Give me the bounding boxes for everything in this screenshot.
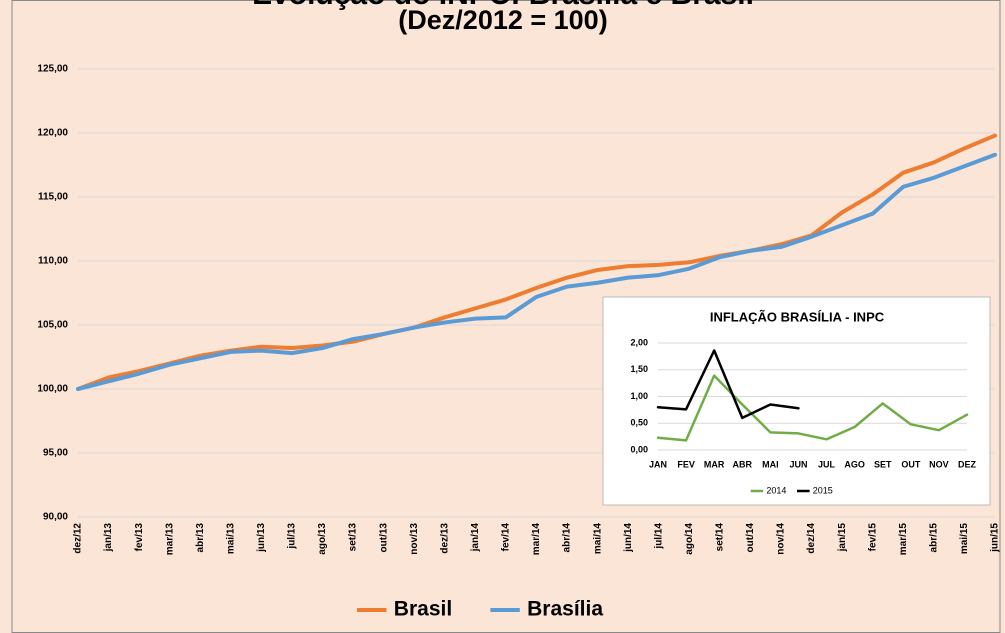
x-tick-label: set/14 bbox=[715, 523, 726, 552]
x-tick-label: jun/15 bbox=[990, 523, 1001, 553]
x-tick-label: mar/15 bbox=[898, 523, 909, 556]
y-tick-label: 120,00 bbox=[37, 128, 68, 139]
legend-label: 2015 bbox=[813, 485, 833, 495]
x-tick-label: jan/15 bbox=[837, 523, 848, 553]
x-tick-label: set/13 bbox=[348, 523, 359, 552]
legend-label: Brasília bbox=[527, 598, 603, 621]
data-line bbox=[76, 152, 997, 391]
x-tick-label: nov/14 bbox=[776, 523, 787, 555]
x-tick-label: ABR bbox=[733, 459, 753, 469]
x-tick-label: SET bbox=[874, 459, 892, 469]
x-tick-label: JUN bbox=[789, 459, 807, 469]
y-tick-label: 90,00 bbox=[43, 512, 68, 523]
x-tick-label: DEZ bbox=[958, 459, 977, 469]
x-tick-label: dez/14 bbox=[806, 523, 817, 554]
y-tick-label: 125,00 bbox=[37, 64, 68, 75]
x-tick-label: OUT bbox=[901, 459, 921, 469]
x-tick-label: abr/15 bbox=[929, 523, 940, 553]
x-tick-label: out/14 bbox=[745, 523, 756, 553]
x-tick-label: abr/14 bbox=[562, 523, 573, 553]
x-tick-label: fev/13 bbox=[134, 523, 145, 552]
x-tick-label: abr/13 bbox=[195, 523, 206, 553]
legend-label: 2014 bbox=[766, 485, 786, 495]
legend-label: Brasil bbox=[394, 598, 452, 621]
x-tick-label: jan/13 bbox=[103, 523, 114, 553]
x-tick-label: mai/15 bbox=[959, 523, 970, 555]
data-line bbox=[656, 349, 800, 420]
x-tick-label: FEV bbox=[677, 459, 695, 469]
x-tick-label: jun/13 bbox=[256, 523, 267, 553]
y-tick-label: 1,00 bbox=[630, 391, 648, 401]
x-tick-label: out/13 bbox=[378, 523, 389, 553]
x-tick-label: ago/13 bbox=[317, 523, 328, 555]
x-tick-label: jul/13 bbox=[287, 523, 298, 550]
data-line bbox=[656, 374, 969, 442]
x-tick-label: mar/13 bbox=[164, 523, 175, 556]
x-tick-label: JAN bbox=[649, 459, 667, 469]
chart-subtitle: (Dez/2012 = 100) bbox=[398, 5, 607, 35]
y-tick-label: 100,00 bbox=[37, 384, 68, 395]
x-tick-label: nov/13 bbox=[409, 523, 420, 555]
y-tick-label: 115,00 bbox=[38, 192, 68, 203]
y-tick-label: 1,50 bbox=[630, 364, 648, 374]
x-tick-label: fev/14 bbox=[501, 523, 512, 552]
y-tick-label: 2,00 bbox=[630, 337, 648, 347]
x-tick-label: JUL bbox=[818, 459, 836, 469]
x-tick-label: dez/12 bbox=[73, 523, 84, 554]
x-tick-label: jul/14 bbox=[653, 523, 664, 550]
x-tick-label: NOV bbox=[929, 459, 949, 469]
x-tick-label: AGO bbox=[844, 459, 865, 469]
inset-title: INFLAÇÃO BRASÍLIA - INPC bbox=[710, 309, 885, 324]
x-tick-label: jun/14 bbox=[623, 523, 634, 553]
y-tick-label: 0,50 bbox=[630, 418, 648, 428]
x-tick-label: fev/15 bbox=[867, 523, 878, 552]
chart-title: Evolução do INPC: Brasília e Brasil bbox=[252, 0, 754, 11]
y-tick-label: 110,00 bbox=[38, 256, 68, 267]
y-tick-label: 95,00 bbox=[43, 448, 68, 459]
x-tick-label: MAI bbox=[762, 459, 779, 469]
x-tick-label: mar/14 bbox=[531, 523, 542, 556]
x-tick-label: ago/14 bbox=[684, 523, 695, 555]
x-tick-label: jan/14 bbox=[470, 523, 481, 553]
x-tick-label: dez/13 bbox=[439, 523, 450, 554]
x-tick-label: MAR bbox=[704, 459, 725, 469]
x-tick-label: mai/13 bbox=[225, 523, 236, 555]
x-tick-label: mai/14 bbox=[592, 523, 603, 555]
y-tick-label: 105,00 bbox=[37, 320, 68, 331]
y-tick-label: 0,00 bbox=[630, 444, 648, 454]
inset-chart-box bbox=[602, 296, 991, 506]
